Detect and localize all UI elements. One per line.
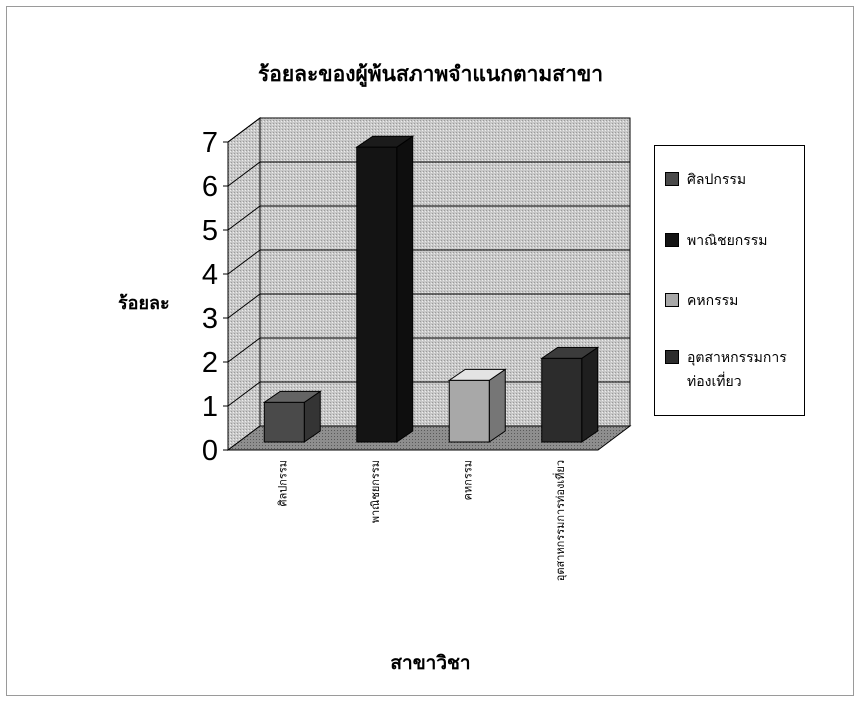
bars-group — [262, 135, 600, 443]
y-tick-label: 0 — [202, 435, 218, 467]
legend-item: ศิลปกรรม — [665, 168, 799, 192]
legend-label: อุตสาหกรรมการท่องเที่ยว — [687, 350, 787, 390]
bar-front — [263, 401, 305, 443]
x-tick-label: อุตสาหกรรมการท่องเที่ยว — [552, 460, 567, 581]
bar-side — [581, 346, 599, 443]
y-tick-label: 4 — [202, 259, 218, 291]
legend-swatch — [665, 293, 679, 307]
chart-frame — [6, 6, 854, 696]
legend-label: คหกรรม — [687, 293, 739, 309]
gridline — [227, 337, 630, 363]
legend-label: พาณิชยกรรม — [687, 233, 768, 249]
legend-item: คหกรรม — [665, 289, 799, 313]
x-tick-label: ศิลปกรรม — [276, 460, 289, 506]
bar-front — [448, 379, 490, 443]
legend-swatch — [665, 172, 679, 186]
legend-label: ศิลปกรรม — [687, 172, 747, 188]
gridline — [227, 117, 630, 143]
x-axis-label: สาขาวิชา — [390, 652, 471, 674]
legend-item: อุตสาหกรรมการท่องเที่ยว — [665, 346, 799, 394]
legend: ศิลปกรรมพาณิชยกรรมคหกรรมอุตสาหกรรมการท่อ… — [654, 145, 805, 416]
gridline — [227, 161, 630, 187]
y-tick-label: 3 — [202, 303, 218, 335]
y-tick-label: 2 — [202, 347, 218, 379]
legend-item: พาณิชยกรรม — [665, 229, 799, 253]
bar-2 — [355, 135, 415, 443]
y-tick-label: 7 — [202, 127, 218, 159]
gridline — [227, 293, 630, 319]
x-tick-label: คหกรรม — [461, 460, 474, 500]
x-tick-label: พาณิชยกรรม — [369, 460, 382, 523]
y-tick-label: 5 — [202, 215, 218, 247]
chart-title: ร้อยละของผู้พ้นสภาพจำแนกตามสาขา — [257, 61, 604, 86]
y-axis-label: ร้อยละ — [118, 293, 170, 314]
bar-1 — [262, 390, 322, 443]
gridline — [227, 249, 630, 275]
y-tick-label: 6 — [202, 171, 218, 203]
legend-swatch — [665, 233, 679, 247]
y-tick-label: 1 — [202, 391, 218, 423]
bar-side — [488, 368, 506, 443]
bar-4 — [540, 346, 600, 443]
x-tick-labels: ศิลปกรรม พาณิชยกรรม คหกรรม อุตสาหกรรมการท่อ… — [276, 460, 567, 581]
gridline — [227, 205, 630, 231]
bar-front — [541, 357, 583, 443]
gridline — [227, 381, 630, 407]
y-tick-labels: 0 1 2 3 4 5 6 7 — [202, 127, 228, 467]
side-wall — [227, 117, 261, 451]
bar-side — [396, 135, 414, 443]
bar-front — [356, 146, 398, 443]
legend-swatch — [665, 350, 679, 364]
bar-3 — [447, 368, 507, 443]
plot-area — [226, 117, 632, 451]
